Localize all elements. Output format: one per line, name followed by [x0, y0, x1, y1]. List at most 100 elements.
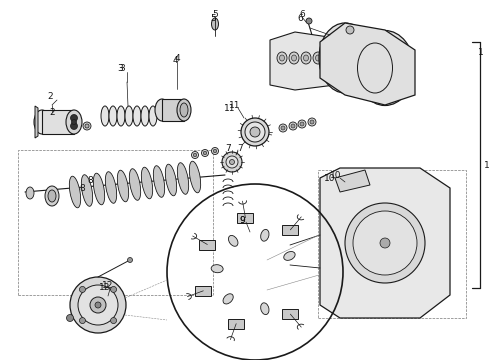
Ellipse shape	[281, 126, 285, 130]
Circle shape	[127, 257, 132, 262]
Text: 11: 11	[229, 100, 241, 109]
Bar	[162, 99, 184, 121]
Text: 4: 4	[174, 54, 180, 63]
Text: 7: 7	[237, 144, 243, 153]
Circle shape	[95, 302, 101, 308]
Ellipse shape	[316, 55, 320, 61]
Circle shape	[380, 238, 390, 248]
Circle shape	[346, 26, 354, 34]
Circle shape	[72, 120, 76, 125]
Ellipse shape	[83, 122, 91, 130]
Circle shape	[111, 287, 117, 292]
Polygon shape	[228, 319, 244, 329]
Text: 12: 12	[99, 284, 111, 292]
Ellipse shape	[165, 164, 177, 196]
Circle shape	[67, 315, 74, 321]
Ellipse shape	[203, 151, 207, 155]
Ellipse shape	[201, 149, 209, 157]
Ellipse shape	[292, 55, 296, 61]
Ellipse shape	[223, 294, 233, 304]
Ellipse shape	[45, 186, 59, 206]
Ellipse shape	[105, 172, 117, 203]
Circle shape	[71, 114, 77, 122]
Polygon shape	[282, 225, 298, 235]
Ellipse shape	[149, 106, 157, 126]
Ellipse shape	[94, 173, 105, 205]
Ellipse shape	[192, 152, 198, 158]
Polygon shape	[270, 32, 335, 90]
Ellipse shape	[81, 175, 93, 206]
Circle shape	[70, 277, 126, 333]
Text: 1: 1	[478, 48, 484, 57]
Ellipse shape	[189, 161, 200, 193]
Ellipse shape	[155, 99, 169, 121]
Ellipse shape	[133, 106, 141, 126]
Text: 6: 6	[299, 9, 305, 18]
Ellipse shape	[289, 52, 299, 64]
Circle shape	[78, 285, 118, 325]
Ellipse shape	[277, 52, 287, 64]
Ellipse shape	[213, 149, 217, 153]
Ellipse shape	[300, 122, 304, 126]
Ellipse shape	[129, 169, 141, 200]
Ellipse shape	[250, 127, 260, 137]
Ellipse shape	[298, 120, 306, 128]
Text: 12: 12	[102, 282, 114, 291]
Ellipse shape	[313, 52, 323, 64]
Ellipse shape	[222, 152, 242, 172]
Ellipse shape	[141, 167, 153, 199]
Ellipse shape	[141, 106, 149, 126]
Ellipse shape	[289, 122, 297, 130]
Ellipse shape	[177, 99, 191, 121]
Ellipse shape	[308, 118, 316, 126]
Text: 10: 10	[324, 174, 336, 183]
Text: 2: 2	[47, 91, 53, 100]
Ellipse shape	[319, 23, 371, 93]
Polygon shape	[199, 239, 216, 249]
Ellipse shape	[48, 190, 56, 202]
Circle shape	[345, 203, 425, 283]
Ellipse shape	[303, 55, 309, 61]
Circle shape	[71, 122, 77, 130]
Ellipse shape	[101, 106, 109, 126]
Ellipse shape	[70, 176, 81, 208]
Ellipse shape	[229, 159, 235, 165]
Ellipse shape	[26, 187, 34, 199]
Polygon shape	[238, 213, 253, 223]
Text: 7: 7	[225, 144, 231, 153]
Ellipse shape	[241, 118, 269, 146]
Bar	[42, 110, 74, 134]
Ellipse shape	[279, 124, 287, 132]
Ellipse shape	[261, 303, 269, 315]
Polygon shape	[335, 170, 370, 192]
Text: 10: 10	[330, 171, 342, 180]
Ellipse shape	[245, 122, 265, 142]
Circle shape	[79, 287, 85, 292]
Text: 3: 3	[117, 63, 123, 72]
Ellipse shape	[291, 124, 295, 128]
Circle shape	[79, 318, 85, 324]
Ellipse shape	[109, 106, 117, 126]
Text: 8: 8	[87, 176, 93, 185]
Text: 6: 6	[297, 14, 303, 23]
Polygon shape	[320, 168, 450, 318]
Ellipse shape	[212, 148, 219, 154]
Text: 3: 3	[119, 63, 125, 72]
Ellipse shape	[153, 166, 165, 197]
Text: 9: 9	[239, 216, 245, 225]
Text: 2: 2	[49, 108, 55, 117]
Ellipse shape	[226, 156, 238, 168]
Ellipse shape	[279, 55, 285, 61]
Circle shape	[353, 211, 417, 275]
Polygon shape	[282, 309, 298, 319]
Text: 9: 9	[239, 216, 245, 225]
Ellipse shape	[211, 265, 223, 273]
Ellipse shape	[284, 252, 295, 260]
Ellipse shape	[34, 110, 50, 134]
Circle shape	[306, 18, 312, 24]
Ellipse shape	[117, 106, 125, 126]
Ellipse shape	[193, 153, 197, 157]
Text: 5: 5	[212, 9, 218, 18]
Polygon shape	[35, 106, 38, 138]
Ellipse shape	[66, 110, 82, 134]
